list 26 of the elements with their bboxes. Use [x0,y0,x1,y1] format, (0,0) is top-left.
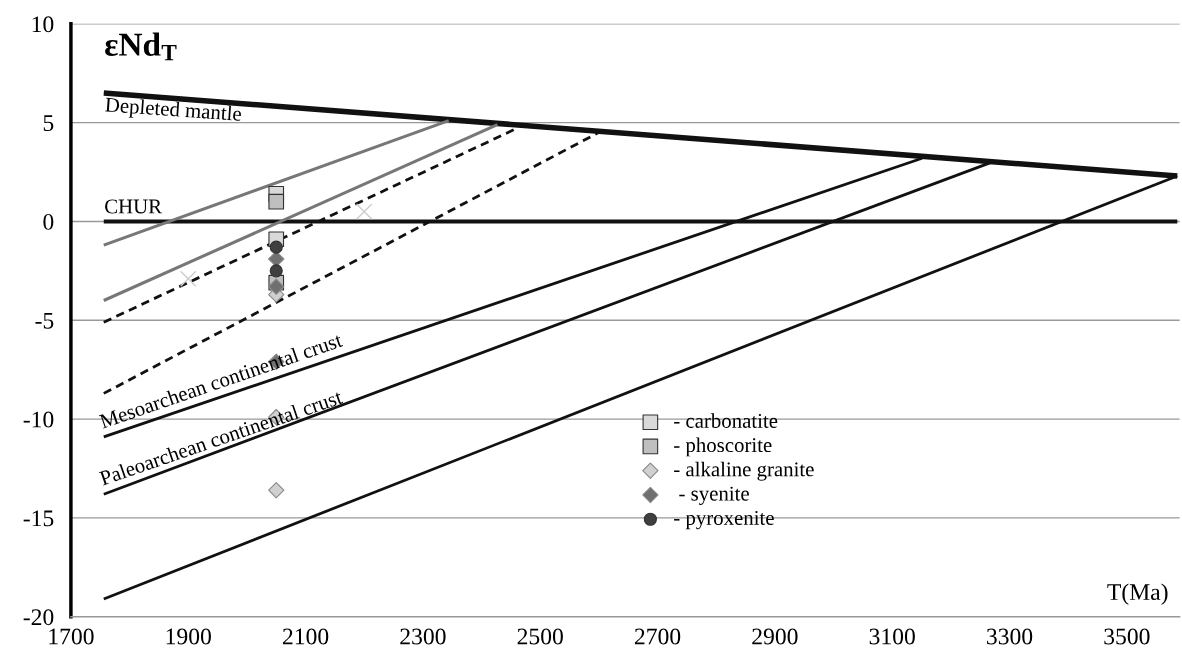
legend-label: - syenite [679,486,749,505]
x-tick-label: 3300 [987,628,1033,645]
x-tick-label: 1700 [49,628,94,645]
x-tick-label: 3100 [869,628,915,645]
x-tick-label: 2500 [517,628,563,645]
chart-title: εNd$_{T}$ [105,32,177,61]
legend-label: - carbonatite [674,413,778,428]
annotation: Depleted mantle [104,96,242,126]
y-tick-label: -20 [23,609,54,626]
legend-label: - phoscorite [674,437,772,457]
x-axis-title: T(Ma) [1107,583,1168,605]
x-tick-label: 2700 [634,628,681,645]
x-tick-label: 2900 [752,628,798,645]
annotation: CHUR [105,199,163,214]
y-tick-label: -5 [35,312,54,329]
y-tick-label: 10 [32,16,54,33]
y-tick-label: -10 [23,411,54,428]
legend-label: - alkaline granite [674,461,814,481]
x-tick-label: 2100 [282,628,329,645]
x-tick-label: 2300 [400,628,446,645]
y-tick-label: 5 [43,115,54,132]
y-tick-label: -15 [23,510,54,527]
x-tick-label: 3500 [1104,628,1150,645]
legend-label: - pyroxenite [674,510,774,530]
y-tick-label: 0 [43,213,54,230]
x-tick-label: 1900 [166,628,211,645]
